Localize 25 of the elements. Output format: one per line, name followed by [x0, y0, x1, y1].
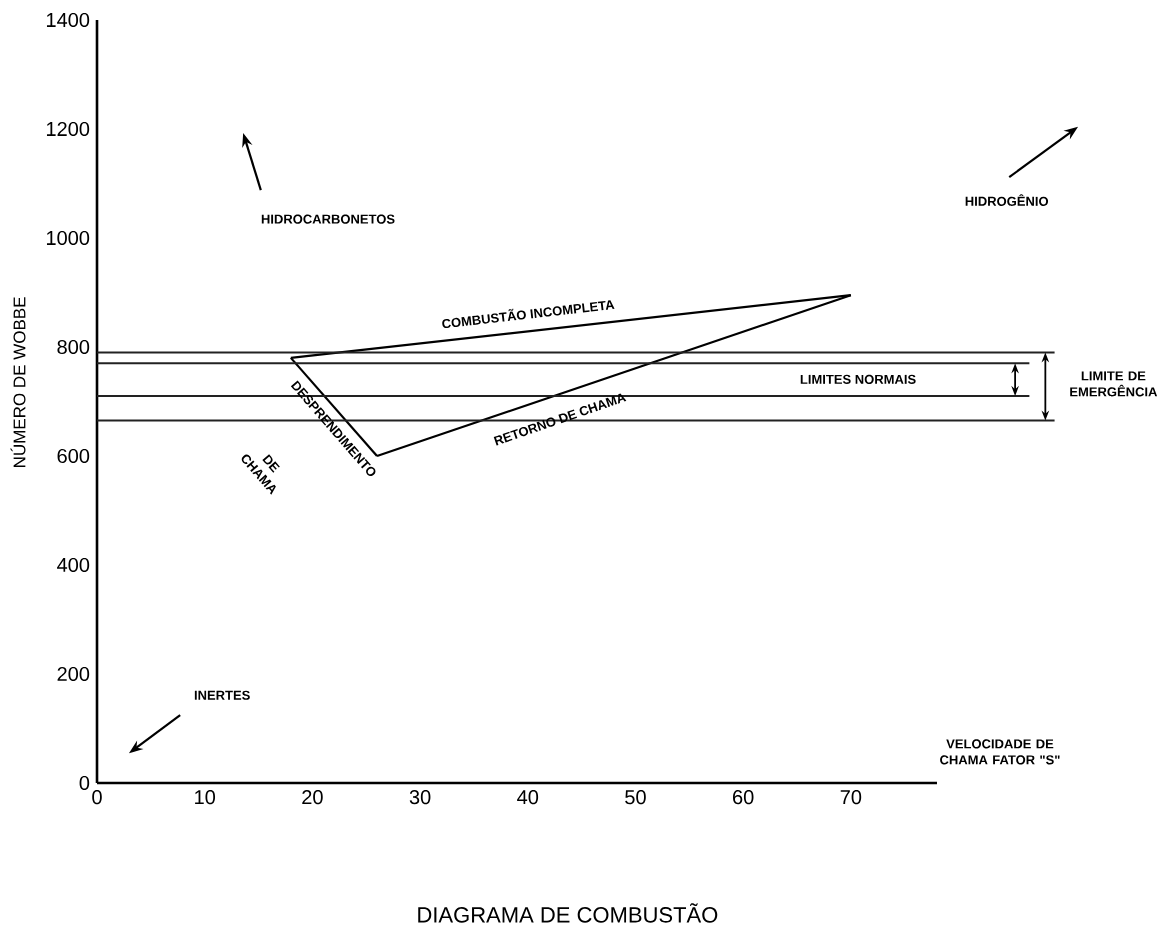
y-tick-label: 200 — [57, 666, 90, 682]
text: HIDROGÊNIO — [965, 194, 1049, 206]
y-tick-label: 1000 — [46, 230, 90, 246]
y-tick-label: 600 — [57, 448, 90, 464]
text: LIMITE DE EMERGÊNCIA — [1070, 371, 1158, 397]
y-tick-label: 1400 — [46, 12, 90, 28]
annotation: INERTES — [194, 690, 250, 700]
x-tick-label: 70 — [840, 790, 862, 805]
y-axis-title: NÚMERO DE WOBBE — [10, 297, 26, 467]
x-tick-label: 0 — [92, 790, 102, 805]
x-axis-title: VELOCIDADE DE CHAMA FATOR "S" — [940, 739, 1060, 765]
y-tick-label: 1200 — [46, 121, 90, 137]
y-tick-label: 400 — [57, 557, 90, 573]
x-tick-label: 30 — [409, 790, 431, 805]
annotation: LIMITES NORMAIS — [800, 374, 916, 384]
annotation: HIDROCARBONETOS — [261, 214, 395, 224]
text: DIAGRAMA DE COMBUSTÃO — [418, 903, 718, 923]
x-tick-label: 60 — [733, 790, 754, 805]
x-tick-label: 40 — [517, 790, 539, 805]
annotation: COMBUSTÃO INCOMPLETA — [442, 300, 615, 329]
y-tick-label: 0 — [79, 775, 90, 791]
x-tick-label: 10 — [195, 790, 216, 805]
x-tick-label: 50 — [625, 790, 646, 805]
y-tick-label: 800 — [57, 339, 90, 355]
x-tick-label: 20 — [302, 790, 323, 805]
